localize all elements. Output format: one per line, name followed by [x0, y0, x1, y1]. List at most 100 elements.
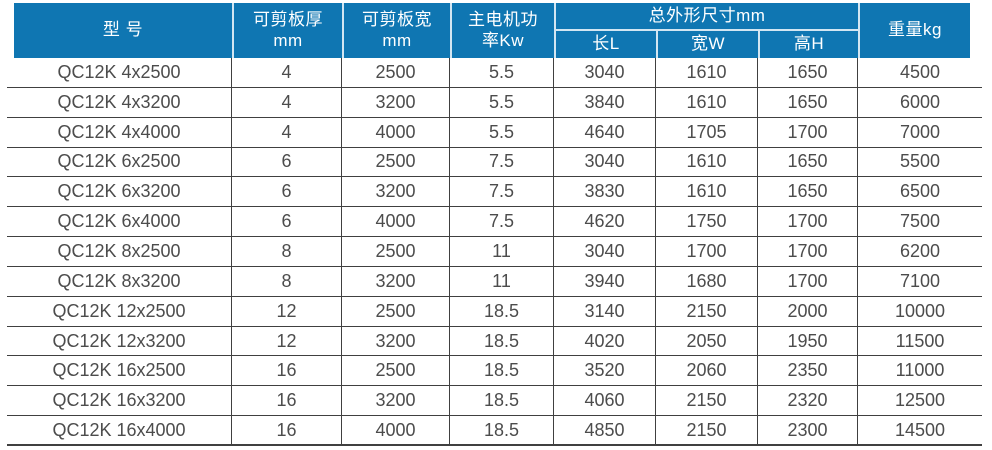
table-row: QC12K 8x3200 8 3200 11 3940 1680 1700 7100 — [7, 266, 982, 297]
table-cell: 10000 — [894, 300, 946, 321]
header-width-w: 宽W — [656, 31, 758, 58]
table-cell: 4640 — [554, 117, 656, 147]
table-cell: QC12K 4x2500 — [7, 58, 232, 87]
table-cell: 18.5 — [450, 386, 554, 416]
table-cell: 1610 — [656, 87, 758, 117]
table-cell: 3520 — [554, 356, 656, 386]
table-cell: 12500 — [894, 390, 946, 411]
table-cell: 2500 — [342, 237, 450, 266]
table-cell: 3200 — [342, 326, 450, 356]
table-row: QC12K 4x4000 4 4000 5.5 4640 1705 1700 7000 — [7, 117, 982, 148]
table-cell: 7100 — [899, 270, 941, 291]
table-cell: 7.5 — [450, 207, 554, 237]
table-cell: QC12K 16x2500 — [7, 356, 232, 386]
table-cell: 1610 — [656, 147, 758, 177]
table-cell: 2500 — [342, 356, 450, 386]
table-cell: 3840 — [554, 87, 656, 117]
table-cell: 3200 — [342, 386, 450, 416]
table-cell: 1700 — [656, 237, 758, 266]
table-cell: 11500 — [895, 330, 945, 351]
header-motor-power: 主电机功 率Kw — [450, 3, 554, 58]
table-row: QC12K 6x3200 6 3200 7.5 3830 1610 1650 6500 — [7, 177, 982, 208]
table-cell: 2300 — [758, 416, 858, 444]
table-cell: 4000 — [342, 416, 450, 444]
header-dimension-subrow: 长L 宽W 高H — [556, 31, 858, 58]
header-cuttable-thickness: 可剪板厚 mm — [232, 3, 342, 58]
table-cell: QC12K 6x2500 — [7, 147, 232, 177]
table-cell: 11 — [450, 237, 554, 266]
table-header-row: 型 号 可剪板厚 mm 可剪板宽 mm 主电机功 率Kw 总外形尺寸mm 长L … — [14, 3, 970, 58]
table-cell: 5.5 — [450, 58, 554, 87]
table-cell: QC12K 6x3200 — [7, 177, 232, 207]
table-cell: QC12K 8x3200 — [7, 266, 232, 296]
table-cell: 8 — [232, 266, 342, 296]
table-cell: 2500 — [342, 296, 450, 326]
table-row: QC12K 4x2500 4 2500 5.5 3040 1610 1650 4500 — [7, 58, 982, 88]
table-cell: 3830 — [554, 177, 656, 207]
table-cell: 2000 — [758, 296, 858, 326]
table-cell: 4850 — [554, 416, 656, 444]
table-cell: 4020 — [554, 326, 656, 356]
table-row: QC12K 8x2500 8 2500 11 3040 1700 1700 6200 — [7, 237, 982, 267]
table-cell: 3040 — [554, 58, 656, 87]
table-cell: 4500 — [899, 61, 941, 82]
table-cell: 6 — [232, 147, 342, 177]
table-cell: 6000 — [899, 91, 941, 112]
table-cell: 5.5 — [450, 87, 554, 117]
table-cell: QC12K 16x3200 — [7, 386, 232, 416]
table-cell: 7.5 — [450, 177, 554, 207]
table-row: QC12K 12x2500 12 2500 18.5 3140 2150 2000 10000 — [7, 296, 982, 327]
table-cell: 6200 — [899, 240, 941, 261]
table-row: QC12K 16x4000 16 4000 18.5 4850 2150 2300 14500 — [7, 416, 982, 446]
table-cell: 6 — [232, 207, 342, 237]
header-model: 型 号 — [102, 20, 144, 40]
header-cuttable-width: 可剪板宽 mm — [342, 3, 450, 58]
header-length: 长L — [592, 34, 620, 54]
table-cell: 6 — [232, 177, 342, 207]
table-cell: 1700 — [758, 117, 858, 147]
table-cell: 3140 — [554, 296, 656, 326]
table-cell: 3200 — [342, 87, 450, 117]
table-cell: 1950 — [758, 326, 858, 356]
table-cell: 4 — [232, 87, 342, 117]
table-cell: 1750 — [656, 207, 758, 237]
table-cell: 12 — [232, 296, 342, 326]
table-cell: 1650 — [758, 147, 858, 177]
table-cell: 4620 — [554, 207, 656, 237]
table-cell: 11 — [450, 266, 554, 296]
table-row: QC12K 16x3200 16 3200 18.5 4060 2150 2320 12500 — [7, 386, 982, 417]
table-cell: 18.5 — [450, 326, 554, 356]
table-cell: 2050 — [656, 326, 758, 356]
table-cell: 7000 — [899, 121, 941, 142]
table-row: QC12K 4x3200 4 3200 5.5 3840 1610 1650 6000 — [7, 87, 982, 118]
table-cell: 2500 — [342, 58, 450, 87]
table-cell: 7500 — [899, 211, 941, 232]
table-cell: 18.5 — [450, 416, 554, 444]
table-row: QC12K 6x2500 6 2500 7.5 3040 1610 1650 5500 — [7, 147, 982, 178]
table-cell: 2060 — [656, 356, 758, 386]
table-cell: 3040 — [554, 147, 656, 177]
header-overall-dimensions-label: 总外形尺寸mm — [556, 3, 858, 31]
table-cell: 1680 — [656, 266, 758, 296]
table-cell: 1610 — [656, 177, 758, 207]
table-cell: 3200 — [342, 177, 450, 207]
table-cell: 4 — [232, 117, 342, 147]
table-cell: 4000 — [342, 117, 450, 147]
table-cell: 3040 — [554, 237, 656, 266]
table-cell: 2350 — [758, 356, 858, 386]
table-cell: 1705 — [656, 117, 758, 147]
table-cell: 16 — [232, 416, 342, 444]
header-weight: 重量kg — [858, 3, 970, 58]
table-cell: 1700 — [758, 207, 858, 237]
table-cell: 18.5 — [450, 296, 554, 326]
table-cell: 2150 — [656, 416, 758, 444]
table-cell: QC12K 12x3200 — [7, 326, 232, 356]
table-cell: QC12K 4x4000 — [7, 117, 232, 147]
table-cell: 1650 — [758, 87, 858, 117]
table-cell: 7.5 — [450, 147, 554, 177]
table-cell: 4 — [232, 58, 342, 87]
table-cell: 1650 — [758, 58, 858, 87]
table-cell: 3200 — [342, 266, 450, 296]
header-height: 高H — [758, 31, 858, 58]
